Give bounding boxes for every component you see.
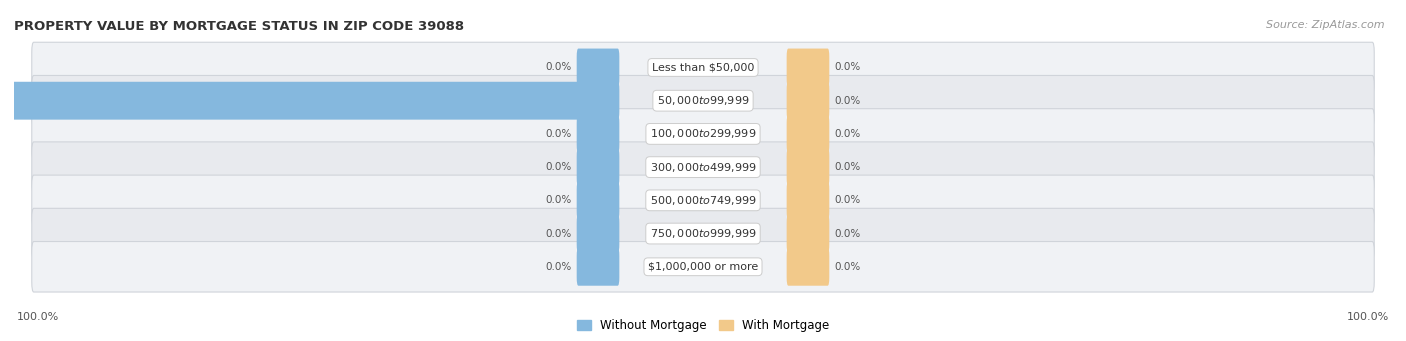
Text: 0.0%: 0.0% [834,129,860,139]
Text: 0.0%: 0.0% [546,162,572,172]
FancyBboxPatch shape [576,115,619,153]
Legend: Without Mortgage, With Mortgage: Without Mortgage, With Mortgage [572,314,834,337]
Text: $1,000,000 or more: $1,000,000 or more [648,262,758,272]
Text: PROPERTY VALUE BY MORTGAGE STATUS IN ZIP CODE 39088: PROPERTY VALUE BY MORTGAGE STATUS IN ZIP… [14,20,464,33]
FancyBboxPatch shape [32,109,1374,159]
FancyBboxPatch shape [787,115,830,153]
FancyBboxPatch shape [32,42,1374,93]
Text: 0.0%: 0.0% [546,129,572,139]
Text: Less than $50,000: Less than $50,000 [652,62,754,73]
Text: 0.0%: 0.0% [834,96,860,106]
FancyBboxPatch shape [576,248,619,286]
Text: 100.0%: 100.0% [17,312,59,322]
FancyBboxPatch shape [576,148,619,186]
FancyBboxPatch shape [32,142,1374,192]
Text: 0.0%: 0.0% [834,162,860,172]
FancyBboxPatch shape [32,208,1374,259]
Text: $500,000 to $749,999: $500,000 to $749,999 [650,194,756,207]
FancyBboxPatch shape [787,181,830,219]
Text: 0.0%: 0.0% [546,195,572,205]
FancyBboxPatch shape [32,241,1374,292]
Text: $300,000 to $499,999: $300,000 to $499,999 [650,161,756,174]
FancyBboxPatch shape [787,82,830,120]
Text: 0.0%: 0.0% [546,262,572,272]
FancyBboxPatch shape [576,48,619,86]
FancyBboxPatch shape [576,214,619,252]
FancyBboxPatch shape [0,82,619,120]
FancyBboxPatch shape [32,75,1374,126]
Text: $100,000 to $299,999: $100,000 to $299,999 [650,128,756,140]
Text: $750,000 to $999,999: $750,000 to $999,999 [650,227,756,240]
FancyBboxPatch shape [787,248,830,286]
Text: 0.0%: 0.0% [546,228,572,239]
Text: 0.0%: 0.0% [546,62,572,73]
Text: Source: ZipAtlas.com: Source: ZipAtlas.com [1267,20,1385,30]
FancyBboxPatch shape [787,214,830,252]
FancyBboxPatch shape [787,48,830,86]
FancyBboxPatch shape [787,148,830,186]
Text: 0.0%: 0.0% [834,228,860,239]
Text: 0.0%: 0.0% [834,195,860,205]
Text: $50,000 to $99,999: $50,000 to $99,999 [657,94,749,107]
FancyBboxPatch shape [576,181,619,219]
Text: 0.0%: 0.0% [834,62,860,73]
Text: 0.0%: 0.0% [834,262,860,272]
FancyBboxPatch shape [32,175,1374,226]
Text: 100.0%: 100.0% [1347,312,1389,322]
